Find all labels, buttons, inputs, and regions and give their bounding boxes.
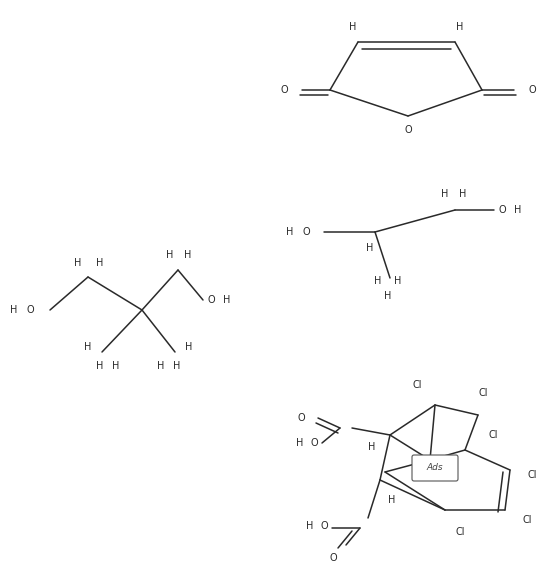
Text: H: H (366, 243, 374, 253)
Text: Cl: Cl (478, 388, 488, 398)
Text: H: H (184, 250, 192, 260)
Text: H: H (514, 205, 522, 215)
Text: H: H (384, 291, 391, 301)
Text: H: H (374, 276, 382, 286)
Text: H: H (296, 438, 304, 448)
Text: O: O (320, 521, 328, 531)
Text: Ads: Ads (427, 464, 443, 473)
Text: Cl: Cl (412, 380, 422, 390)
Text: H: H (96, 361, 104, 371)
Text: H: H (96, 258, 104, 268)
Text: H: H (10, 305, 18, 315)
Text: Cl: Cl (527, 470, 537, 480)
Text: H: H (388, 495, 396, 505)
Text: H: H (85, 342, 92, 352)
Text: H: H (349, 22, 357, 32)
Text: Cl: Cl (455, 527, 465, 537)
Text: O: O (207, 295, 215, 305)
Text: H: H (223, 295, 231, 305)
Text: O: O (498, 205, 506, 215)
Text: H: H (173, 361, 181, 371)
Text: H: H (306, 521, 313, 531)
Text: H: H (368, 442, 376, 452)
Text: O: O (280, 85, 288, 95)
Text: H: H (394, 276, 402, 286)
Text: H: H (74, 258, 82, 268)
Text: Cl: Cl (488, 430, 498, 440)
Text: H: H (186, 342, 193, 352)
Text: O: O (26, 305, 34, 315)
Text: H: H (456, 22, 464, 32)
Text: O: O (404, 125, 412, 135)
Text: H: H (166, 250, 173, 260)
Text: H: H (441, 189, 449, 199)
Text: O: O (310, 438, 318, 448)
Text: O: O (302, 227, 310, 237)
Text: O: O (297, 413, 305, 423)
Text: H: H (460, 189, 467, 199)
Text: Cl: Cl (522, 515, 532, 525)
FancyBboxPatch shape (412, 455, 458, 481)
Text: H: H (158, 361, 165, 371)
Text: H: H (113, 361, 120, 371)
Text: O: O (329, 553, 337, 563)
Text: H: H (287, 227, 294, 237)
Text: O: O (528, 85, 536, 95)
